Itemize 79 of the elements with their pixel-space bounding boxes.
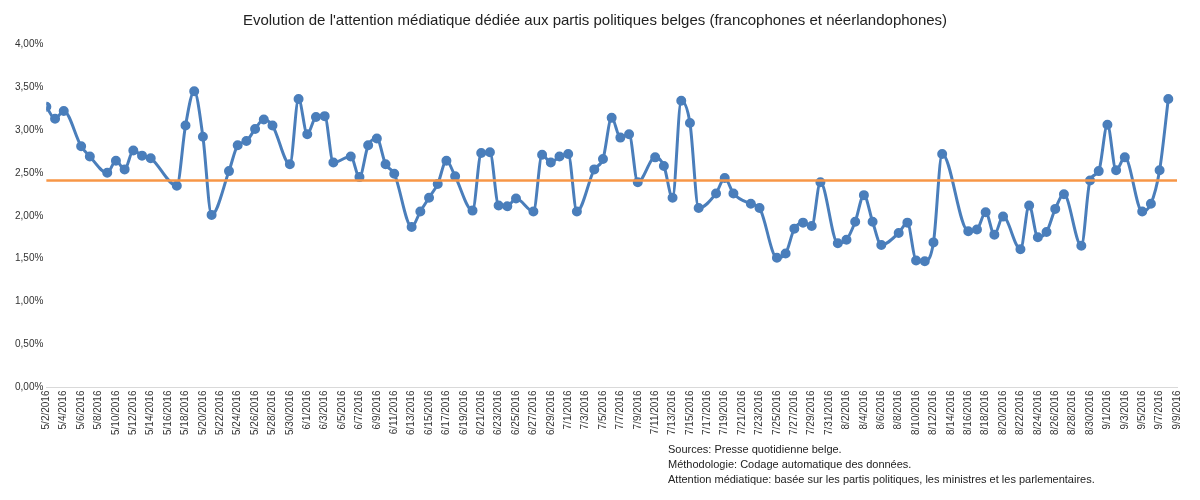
x-tick-label: 5/8/2016 — [92, 390, 104, 430]
x-tick-label: 5/12/2016 — [127, 390, 139, 436]
x-tick-label: 7/9/2016 — [631, 390, 643, 430]
x-tick-label: 5/28/2016 — [266, 390, 278, 436]
chart-title: Evolution de l'attention médiatique dédiée aux partis politiques belges (francophones et néerlandophones) — [242, 11, 948, 29]
x-tick-label: 8/16/2016 — [962, 390, 974, 436]
x-tick-label: 9/1/2016 — [1101, 390, 1113, 430]
x-tick-label: 7/23/2016 — [753, 390, 765, 436]
x-tick-label: 7/13/2016 — [666, 390, 678, 436]
x-tick-label: 6/3/2016 — [318, 390, 330, 430]
x-tick-label: 8/6/2016 — [875, 390, 887, 430]
x-tick-label: 9/9/2016 — [1170, 390, 1182, 430]
x-tick-label: 5/6/2016 — [74, 390, 86, 430]
x-tick-label: 5/22/2016 — [214, 390, 226, 436]
x-tick-label: 6/27/2016 — [527, 390, 539, 436]
x-tick-label: 8/24/2016 — [1031, 390, 1043, 436]
y-tick-label: 0,50% — [15, 338, 44, 350]
y-tick-label: 4,00% — [15, 37, 44, 49]
x-tick-label: 5/24/2016 — [231, 390, 243, 436]
x-tick-label: 5/4/2016 — [57, 390, 69, 430]
x-tick-label: 5/30/2016 — [283, 390, 295, 436]
x-tick-label: 8/10/2016 — [909, 390, 921, 436]
x-tick-label: 8/12/2016 — [927, 390, 939, 436]
x-tick-label: 8/30/2016 — [1083, 390, 1095, 436]
x-tick-label: 6/23/2016 — [492, 390, 504, 436]
x-tick-label: 8/2/2016 — [840, 390, 852, 430]
y-tick-label: 1,50% — [15, 252, 44, 264]
x-tick-label: 6/7/2016 — [353, 390, 365, 430]
x-tick-label: 7/31/2016 — [822, 390, 834, 436]
x-tick-label: 6/21/2016 — [474, 390, 486, 436]
x-tick-label: 5/20/2016 — [196, 390, 208, 436]
x-tick-label: 7/11/2016 — [648, 390, 660, 435]
text: Attention médiatique: basée sur les partis politiques, les ministres et les parlementaires. — [668, 472, 1096, 487]
y-tick-label: 0,00% — [15, 381, 44, 393]
x-tick-label: 7/19/2016 — [718, 390, 730, 436]
x-tick-label: 6/1/2016 — [301, 390, 313, 430]
x-tick-label: 6/9/2016 — [370, 390, 382, 430]
y-tick-label: 2,50% — [15, 166, 44, 178]
x-tick-label: 6/5/2016 — [335, 390, 347, 430]
x-tick-label: 6/13/2016 — [405, 390, 417, 436]
x-tick-label: 6/25/2016 — [509, 390, 521, 436]
x-tick-label: 9/5/2016 — [1135, 390, 1147, 430]
x-tick-label: 8/18/2016 — [979, 390, 991, 436]
y-tick-label: 2,00% — [15, 209, 44, 221]
x-tick-label: 8/20/2016 — [996, 390, 1008, 436]
x-tick-label: 8/22/2016 — [1014, 390, 1026, 436]
y-tick-label: 1,00% — [15, 295, 44, 307]
x-tick-label: 8/4/2016 — [857, 390, 869, 430]
x-tick-label: 7/21/2016 — [735, 390, 747, 436]
x-tick-label: 7/5/2016 — [596, 390, 608, 430]
x-tick-label: 5/2/2016 — [40, 390, 52, 430]
x-tick-label: 8/26/2016 — [1048, 390, 1060, 436]
x-tick-label: 8/14/2016 — [944, 390, 956, 436]
x-tick-label: 7/15/2016 — [683, 390, 695, 436]
x-tick-label: 6/11/2016 — [388, 390, 399, 435]
x-tick-label: 7/7/2016 — [614, 390, 626, 430]
x-tick-label: 7/27/2016 — [788, 390, 800, 436]
x-tick-label: 8/8/2016 — [892, 390, 904, 430]
x-tick-label: 7/25/2016 — [770, 390, 782, 436]
x-tick-label: 7/29/2016 — [805, 390, 817, 436]
x-tick-label: 5/18/2016 — [179, 390, 191, 436]
y-tick-label: 3,00% — [15, 123, 44, 135]
x-tick-label: 5/14/2016 — [144, 390, 156, 436]
x-tick-label: 7/3/2016 — [579, 390, 591, 430]
x-tick-label: 7/17/2016 — [701, 390, 713, 436]
y-tick-label: 3,50% — [15, 80, 44, 92]
x-tick-label: 7/1/2016 — [561, 390, 573, 430]
x-tick-label: 9/3/2016 — [1118, 390, 1130, 430]
x-tick-label: 5/16/2016 — [161, 390, 173, 436]
x-tick-label: 8/28/2016 — [1066, 390, 1078, 436]
x-tick-label: 6/19/2016 — [457, 390, 469, 436]
x-tick-label: 9/7/2016 — [1153, 390, 1165, 430]
x-tick-label: 5/26/2016 — [248, 390, 260, 436]
x-tick-label: 6/15/2016 — [422, 390, 434, 436]
source-note: Sources: Presse quotidienne belge. — [668, 442, 843, 457]
text: Méthodologie: Codage automatique des données. — [668, 457, 913, 472]
x-tick-label: 6/17/2016 — [440, 390, 452, 436]
x-tick-label: 6/29/2016 — [544, 390, 556, 436]
x-tick-label: 5/10/2016 — [109, 390, 121, 436]
